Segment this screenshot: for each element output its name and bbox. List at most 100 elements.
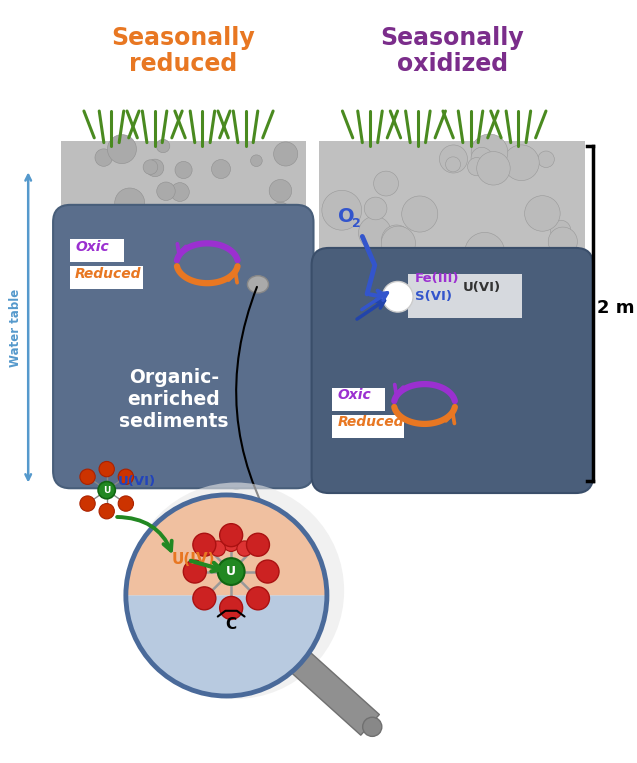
FancyBboxPatch shape [332, 414, 404, 437]
Circle shape [73, 401, 93, 421]
Circle shape [270, 208, 291, 229]
Circle shape [335, 427, 350, 441]
Circle shape [466, 462, 488, 485]
Bar [319, 361, 585, 485]
Circle shape [279, 452, 308, 481]
Circle shape [269, 179, 292, 202]
Text: C: C [225, 617, 237, 632]
Text: Reduced: Reduced [75, 266, 141, 281]
Circle shape [128, 482, 344, 699]
Circle shape [225, 466, 248, 489]
Circle shape [439, 290, 480, 331]
Circle shape [329, 389, 342, 402]
Circle shape [362, 323, 392, 353]
Circle shape [97, 387, 118, 407]
Circle shape [220, 523, 243, 546]
Circle shape [57, 311, 83, 337]
Circle shape [270, 202, 291, 223]
Text: O: O [338, 207, 355, 226]
Circle shape [245, 278, 269, 303]
Circle shape [471, 147, 492, 169]
Circle shape [382, 225, 412, 255]
Circle shape [211, 159, 231, 179]
Circle shape [118, 496, 134, 511]
Circle shape [243, 313, 264, 333]
Text: U(IV): U(IV) [172, 552, 215, 567]
Circle shape [362, 717, 382, 736]
Circle shape [99, 462, 115, 477]
Circle shape [95, 149, 112, 166]
Circle shape [538, 151, 554, 168]
Wedge shape [126, 595, 327, 696]
Circle shape [220, 271, 251, 301]
Circle shape [175, 401, 207, 433]
Circle shape [183, 560, 206, 583]
Circle shape [99, 504, 115, 519]
Circle shape [250, 155, 262, 166]
Circle shape [147, 159, 164, 177]
Circle shape [169, 424, 184, 439]
Circle shape [382, 282, 413, 312]
Circle shape [501, 411, 515, 426]
FancyBboxPatch shape [311, 248, 593, 493]
Circle shape [104, 303, 123, 322]
Circle shape [169, 362, 197, 391]
Circle shape [545, 393, 571, 419]
Circle shape [149, 284, 177, 312]
Circle shape [55, 278, 77, 299]
Text: Reduced: Reduced [338, 415, 404, 429]
Circle shape [156, 140, 170, 153]
Bar [61, 140, 306, 485]
Circle shape [402, 196, 438, 232]
Circle shape [118, 469, 134, 485]
Text: U(VI): U(VI) [118, 475, 156, 488]
Circle shape [193, 533, 216, 556]
Circle shape [278, 212, 302, 235]
Wedge shape [126, 495, 327, 595]
Circle shape [359, 217, 391, 249]
Circle shape [220, 311, 246, 336]
Circle shape [503, 145, 540, 181]
Circle shape [541, 462, 569, 490]
Circle shape [163, 256, 192, 285]
Circle shape [382, 226, 415, 260]
Circle shape [274, 142, 297, 166]
Circle shape [548, 227, 577, 256]
Circle shape [115, 188, 145, 218]
Circle shape [220, 597, 243, 620]
Circle shape [108, 134, 136, 163]
Circle shape [210, 541, 225, 556]
Text: Oxic: Oxic [75, 240, 109, 254]
Text: 2 m: 2 m [597, 299, 634, 317]
Circle shape [434, 424, 452, 443]
Circle shape [526, 314, 550, 338]
Circle shape [468, 272, 494, 298]
Circle shape [499, 395, 523, 418]
Circle shape [440, 145, 468, 173]
Circle shape [232, 362, 254, 384]
Text: 2: 2 [352, 217, 361, 230]
Circle shape [468, 158, 486, 175]
Ellipse shape [247, 275, 269, 293]
Circle shape [256, 560, 279, 583]
Circle shape [80, 496, 95, 511]
Circle shape [380, 263, 404, 286]
Circle shape [374, 171, 399, 196]
Circle shape [235, 240, 259, 264]
Circle shape [98, 481, 115, 499]
FancyArrowPatch shape [290, 651, 380, 736]
Circle shape [366, 456, 401, 491]
Circle shape [442, 391, 457, 406]
Circle shape [285, 372, 297, 384]
Circle shape [390, 413, 422, 445]
Circle shape [247, 382, 261, 397]
Circle shape [224, 536, 239, 552]
Circle shape [247, 587, 269, 610]
Circle shape [171, 182, 189, 201]
Circle shape [307, 334, 344, 371]
Circle shape [416, 315, 452, 350]
Circle shape [563, 336, 590, 363]
Circle shape [248, 459, 261, 471]
Circle shape [80, 469, 95, 485]
Circle shape [375, 313, 397, 334]
